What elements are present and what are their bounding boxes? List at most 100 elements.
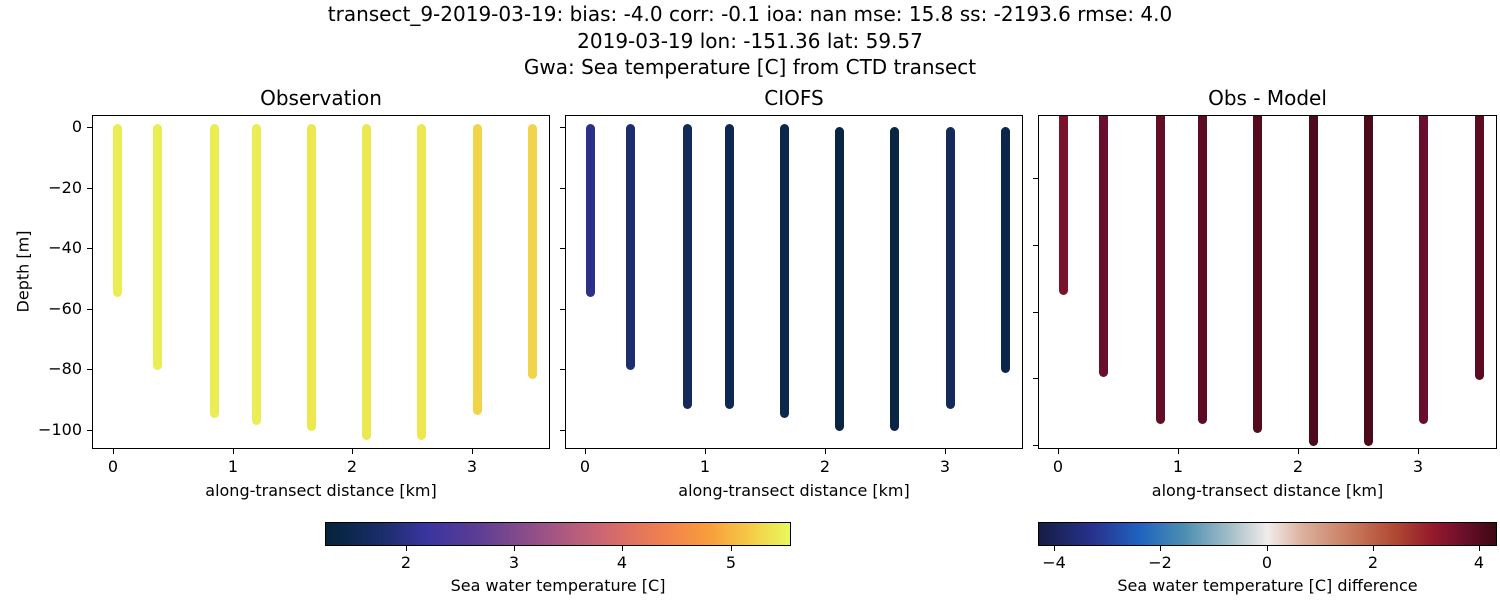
model-panel-title: CIOFS: [764, 86, 824, 110]
cbar-temp-tick: [514, 546, 515, 551]
model-ytick: [560, 248, 565, 249]
model-cast: [1000, 127, 1010, 373]
figure-title-line1: transect_9-2019-03-19: bias: -4.0 corr: …: [327, 2, 1173, 26]
diff-xtick: [1418, 449, 1419, 454]
model-xlabel: along-transect distance [km]: [678, 481, 910, 500]
obs-xtick-label: 0: [107, 457, 119, 476]
model-ytick: [560, 309, 565, 310]
cbar-temp-tick: [731, 546, 732, 551]
obs-cast: [306, 124, 316, 431]
obs-ytick: [87, 188, 92, 189]
model-xtick-label: 1: [699, 457, 711, 476]
diff-panel-title: Obs - Model: [1208, 86, 1327, 110]
obs-cast: [527, 124, 537, 379]
figure-title-line3: Gwa: Sea temperature [C] from CTD transe…: [523, 55, 977, 79]
diff-cast: [1253, 116, 1263, 434]
diff-cast: [1099, 116, 1109, 377]
obs-ytick-label: −40: [48, 238, 82, 257]
temperature-colorbar: [325, 522, 791, 546]
obs-ytick: [87, 248, 92, 249]
model-cast: [724, 124, 734, 410]
obs-ytick: [87, 309, 92, 310]
obs-xlabel: along-transect distance [km]: [205, 481, 437, 500]
cbar-temp-tick-label: 4: [616, 553, 628, 572]
cbar-diff-tick-label: 2: [1367, 553, 1379, 572]
diff-cast: [1155, 116, 1165, 424]
cbar-diff-tick-label: 4: [1473, 553, 1485, 572]
model-cast: [890, 127, 900, 431]
diff-xtick-label: 1: [1172, 457, 1184, 476]
cbar-diff-tick: [1267, 546, 1268, 551]
cbar-diff-tick-label: 0: [1261, 553, 1273, 572]
obs-cast: [362, 124, 372, 440]
cbar-temp-tick-label: 5: [725, 553, 737, 572]
obs-cast: [417, 124, 427, 440]
model-cast: [682, 124, 692, 410]
obs-ytick-label: −20: [48, 178, 82, 197]
diff-cast: [1058, 116, 1068, 296]
cbar-diff-tick: [1054, 546, 1055, 551]
diff-ytick: [1033, 378, 1038, 379]
model-xtick: [945, 449, 946, 454]
diff-xlabel: along-transect distance [km]: [1151, 481, 1384, 500]
diff-xtick-label: 3: [1412, 457, 1424, 476]
obs-ytick-label: −80: [48, 359, 82, 378]
model-cast: [626, 124, 636, 370]
cbar-diff-tick: [1479, 546, 1480, 551]
diff-ytick: [1033, 178, 1038, 179]
obs-cast: [472, 124, 482, 416]
obs-xtick-label: 2: [346, 457, 358, 476]
model-cast: [835, 127, 845, 431]
diff-ytick: [1033, 445, 1038, 446]
model-ytick: [560, 127, 565, 128]
obs-ytick-label: −100: [38, 420, 82, 439]
model-xtick-label: 2: [819, 457, 831, 476]
obs-xtick: [233, 449, 234, 454]
diff-xtick: [1298, 449, 1299, 454]
obs-xtick-label: 1: [227, 457, 239, 476]
model-cast: [585, 124, 595, 297]
obs-xtick-label: 3: [466, 457, 478, 476]
model-cast: [945, 127, 955, 410]
obs-xtick: [472, 449, 473, 454]
diff-xtick-label: 2: [1292, 457, 1304, 476]
obs-cast: [209, 124, 219, 419]
model-xtick-label: 0: [579, 457, 591, 476]
cbar-diff-tick: [1373, 546, 1374, 551]
cbar-temp-tick: [406, 546, 407, 551]
obs-ytick: [87, 369, 92, 370]
difference-colorbar: [1038, 522, 1497, 546]
obs-xtick: [352, 449, 353, 454]
difference-colorbar-label: Sea water temperature [C] difference: [1117, 576, 1418, 595]
cbar-temp-tick-label: 3: [508, 553, 520, 572]
diff-cast: [1474, 116, 1484, 380]
obs-ytick: [87, 430, 92, 431]
diff-cast: [1364, 116, 1374, 446]
obs-ytick: [87, 127, 92, 128]
diff-ytick: [1033, 312, 1038, 313]
diff-cast: [1419, 116, 1429, 424]
obs-ytick-label: −60: [48, 299, 82, 318]
model-xtick: [585, 449, 586, 454]
model-ytick: [560, 369, 565, 370]
diff-cast: [1308, 116, 1318, 446]
diff-cast: [1198, 116, 1208, 424]
diff-xtick: [1178, 449, 1179, 454]
cbar-temp-tick-label: 2: [400, 553, 412, 572]
model-cast: [779, 124, 789, 419]
cbar-diff-tick-label: −4: [1042, 553, 1066, 572]
model-xtick: [705, 449, 706, 454]
temperature-colorbar-label: Sea water temperature [C]: [450, 576, 666, 595]
obs-cast: [153, 124, 163, 370]
obs-cast: [251, 124, 261, 425]
model-ytick: [560, 430, 565, 431]
cbar-diff-tick-label: −2: [1148, 553, 1172, 572]
diff-plot-area: [1038, 115, 1497, 449]
figure-title-line2: 2019-03-19 lon: -151.36 lat: 59.57: [577, 29, 923, 53]
model-xtick-label: 3: [939, 457, 951, 476]
diff-ytick: [1033, 245, 1038, 246]
diff-xtick-label: 0: [1052, 457, 1064, 476]
model-ytick: [560, 188, 565, 189]
obs-ytick-label: 0: [71, 117, 82, 136]
model-plot-area: [565, 115, 1023, 449]
